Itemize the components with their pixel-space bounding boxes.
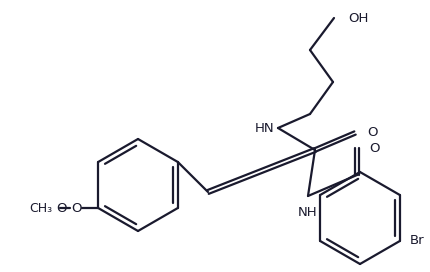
Text: O: O: [367, 126, 378, 140]
Text: O: O: [369, 141, 380, 154]
Text: O: O: [71, 202, 81, 215]
Text: O: O: [56, 202, 66, 215]
Text: OH: OH: [348, 11, 369, 24]
Text: NH: NH: [298, 206, 318, 219]
Text: CH₃: CH₃: [29, 202, 52, 215]
Text: HN: HN: [255, 122, 274, 134]
Text: Br: Br: [410, 234, 424, 248]
